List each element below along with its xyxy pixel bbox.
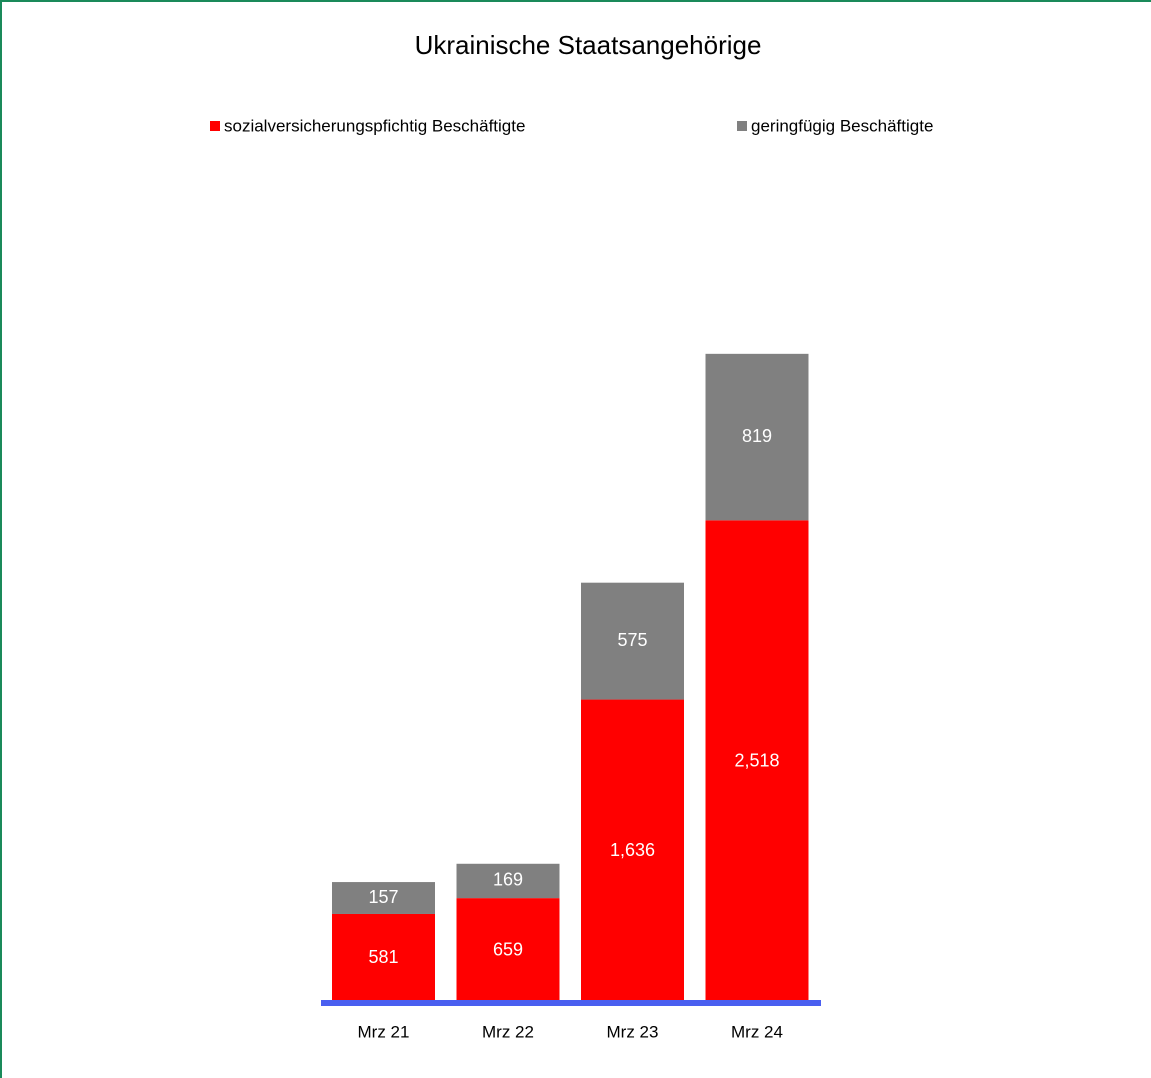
data-label: 575 (617, 630, 647, 650)
legend-swatch (210, 121, 220, 131)
x-axis-line (321, 1000, 821, 1006)
x-tick-label: Mrz 21 (358, 1022, 410, 1041)
x-tick-label: Mrz 22 (482, 1022, 534, 1041)
bar-segment (581, 699, 684, 1003)
bar-segment (456, 863, 560, 899)
bar-segment (332, 882, 435, 914)
bar-segment (332, 913, 435, 1003)
bar-segment (705, 353, 809, 521)
data-label: 659 (493, 939, 523, 959)
legend-label: geringfügig Beschäftigte (751, 116, 933, 135)
bar-segment (705, 520, 809, 1003)
data-label: 581 (368, 947, 398, 967)
x-tick-label: Mrz 24 (731, 1022, 783, 1041)
bar-segment (581, 582, 684, 700)
chart-title: Ukrainische Staatsangehörige (415, 30, 762, 60)
data-label: 1,636 (610, 840, 655, 860)
data-label: 819 (742, 426, 772, 446)
data-label: 2,518 (734, 750, 779, 770)
bar-segment (456, 898, 560, 1003)
legend-swatch (737, 121, 747, 131)
legend-label: sozialversicherungspfichtig Beschäftigte (224, 116, 525, 135)
x-tick-label: Mrz 23 (607, 1022, 659, 1041)
data-label: 169 (493, 870, 523, 890)
data-label: 157 (368, 887, 398, 907)
